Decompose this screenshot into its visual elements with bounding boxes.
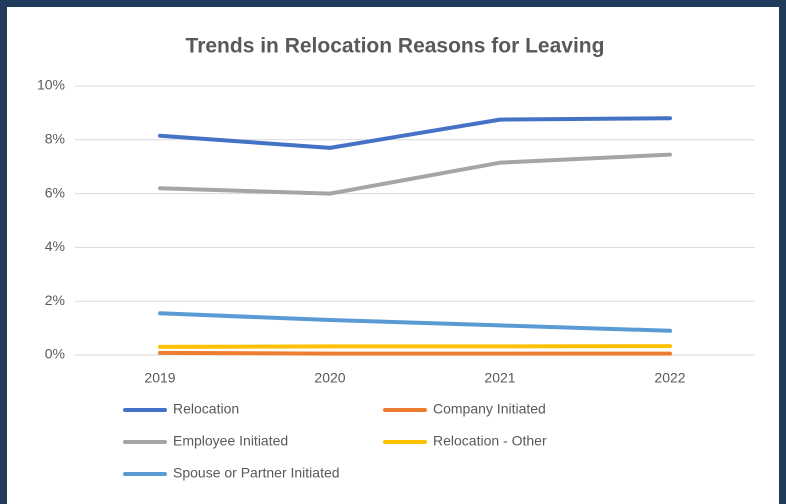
legend-label: Company Initiated (433, 401, 546, 417)
legend-label: Employee Initiated (173, 433, 288, 449)
chart-title: Trends in Relocation Reasons for Leaving (186, 35, 605, 58)
y-tick-label: 8% (45, 131, 65, 147)
y-tick-label: 2% (45, 292, 65, 308)
y-tick-label: 6% (45, 184, 65, 200)
line-series (158, 344, 672, 349)
line-series (158, 116, 672, 150)
legend-label: Spouse or Partner Initiated (173, 465, 340, 481)
y-tick-label: 4% (45, 238, 65, 254)
x-tick-label: 2020 (314, 370, 345, 386)
legend-label: Relocation (173, 401, 239, 417)
y-tick-label: 10% (37, 77, 65, 93)
x-tick-label: 2019 (144, 370, 175, 386)
x-tick-label: 2021 (484, 370, 515, 386)
panel (7, 7, 779, 504)
line-series (158, 350, 672, 356)
line-series (158, 311, 672, 333)
x-tick-label: 2022 (654, 370, 685, 386)
legend-label: Relocation - Other (433, 433, 547, 449)
line-series (158, 152, 672, 196)
y-tick-label: 0% (45, 346, 65, 362)
